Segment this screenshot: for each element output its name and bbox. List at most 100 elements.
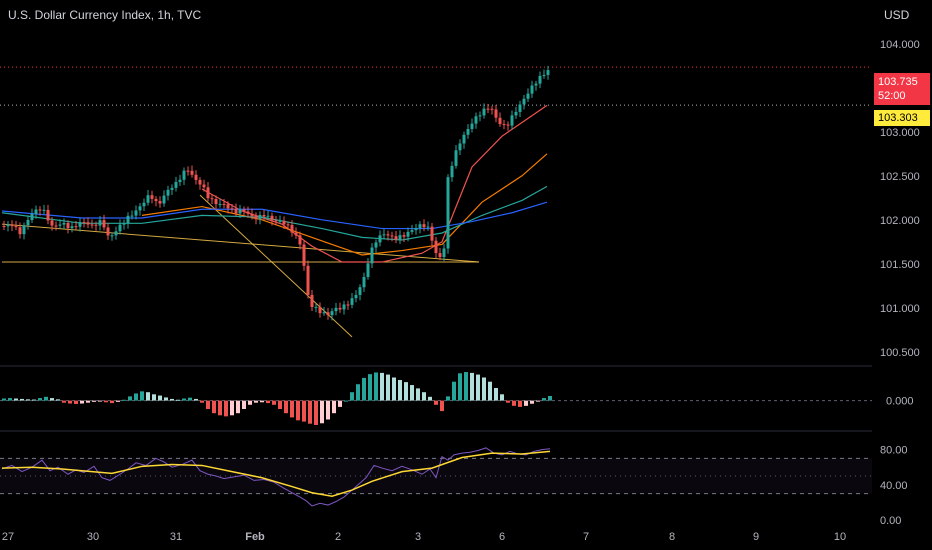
candle-body	[290, 224, 294, 233]
candle-body	[250, 213, 254, 217]
oscillator-bar	[122, 399, 126, 401]
last-price-tag: 103.735 52:00	[874, 73, 930, 105]
candle-body	[234, 208, 238, 214]
candle-body	[430, 226, 434, 241]
candle-body	[522, 98, 526, 105]
candle-body	[446, 177, 450, 249]
candle-body	[254, 216, 258, 220]
time-axis-tick: 30	[87, 531, 99, 543]
oscillator-bar	[74, 400, 78, 404]
oscillator-bar	[290, 400, 294, 418]
candle-body	[154, 198, 158, 202]
oscillator-bar	[404, 382, 408, 401]
candle-body	[450, 165, 454, 178]
oscillator-bar	[302, 400, 306, 422]
oscillator-bar	[398, 380, 402, 401]
candle-body	[278, 220, 282, 222]
candle-body	[402, 235, 406, 237]
candle-body	[534, 83, 538, 86]
candle-body	[378, 235, 382, 243]
oscillator-bar	[98, 400, 102, 402]
candle-body	[26, 219, 30, 226]
candle-body	[130, 215, 134, 217]
candle-body	[22, 225, 26, 235]
candle-body	[286, 224, 290, 226]
candle-body	[438, 253, 442, 258]
oscillator-bar	[440, 400, 444, 412]
oscillator-bar	[104, 400, 108, 403]
oscillator-bar	[80, 400, 84, 404]
oscillator-bar	[296, 400, 300, 421]
candle-body	[166, 189, 170, 196]
oscillator-bar	[152, 394, 156, 401]
time-axis-tick: 6	[499, 531, 505, 543]
candle-body	[270, 215, 274, 221]
time-axis-tick: 9	[753, 531, 759, 543]
candle-body	[2, 225, 6, 227]
oscillator-bar	[206, 400, 210, 409]
candle-body	[386, 234, 390, 236]
oscillator-bar	[470, 372, 474, 401]
oscillator-bar	[374, 372, 378, 401]
oscillator-bar	[188, 397, 192, 401]
oscillator-bar	[182, 398, 186, 401]
trendline	[1, 223, 480, 263]
candle-body	[462, 134, 466, 144]
oscillator-bar	[230, 400, 234, 416]
bar-countdown: 52:00	[878, 90, 906, 102]
candle-body	[98, 220, 102, 226]
candle-body	[190, 170, 194, 175]
candle-body	[530, 85, 534, 94]
candle-body	[490, 108, 494, 110]
candle-body	[18, 227, 22, 235]
oscillator-bar	[146, 392, 150, 401]
time-axis-tick: 7	[583, 531, 589, 543]
candle-body	[170, 187, 174, 190]
rsi-axis-tick: 80.00	[880, 445, 908, 457]
oscillator-bar	[356, 384, 360, 401]
candle-body	[322, 312, 326, 314]
oscillator-bar	[50, 398, 54, 401]
time-axis-tick: 27	[2, 531, 14, 543]
candle-body	[226, 204, 230, 209]
candle-body	[454, 150, 458, 166]
oscillator-bar	[116, 400, 120, 402]
oscillator-axis-tick: 0.000	[886, 396, 914, 408]
candle-body	[42, 209, 46, 211]
candle-body	[174, 182, 178, 188]
time-axis-tick: 31	[170, 531, 182, 543]
candle-body	[274, 220, 278, 222]
oscillator-bar	[8, 398, 12, 401]
rsi-series-line	[1, 447, 551, 507]
candle-body	[366, 263, 370, 277]
oscillator-bar	[62, 400, 66, 403]
candle-body	[470, 123, 474, 129]
oscillator-bar	[128, 396, 132, 401]
candle-body	[214, 199, 218, 205]
candle-body	[310, 294, 314, 308]
candle-body	[50, 220, 54, 226]
moving-average-line	[1, 185, 548, 241]
candle-body	[54, 225, 58, 227]
candle-body	[342, 304, 346, 310]
price-axis-tick: 101.500	[880, 259, 920, 271]
oscillator-bar	[314, 400, 318, 425]
oscillator-bar	[164, 397, 168, 401]
candle-body	[542, 74, 546, 76]
oscillator-bar	[452, 381, 456, 401]
oscillator-bar	[542, 398, 546, 401]
candle-body	[38, 209, 42, 211]
time-axis-tick: Feb	[245, 531, 265, 543]
oscillator-bar	[344, 400, 348, 402]
candle-body	[30, 213, 34, 220]
time-axis-tick: 2	[335, 531, 341, 543]
candle-body	[434, 240, 438, 254]
candle-body	[186, 170, 190, 172]
candle-body	[538, 75, 542, 84]
candle-body	[498, 117, 502, 125]
rsi-axis-tick: 40.00	[880, 480, 908, 492]
price-axis-tick: 101.000	[880, 303, 920, 315]
candle-body	[506, 124, 510, 126]
